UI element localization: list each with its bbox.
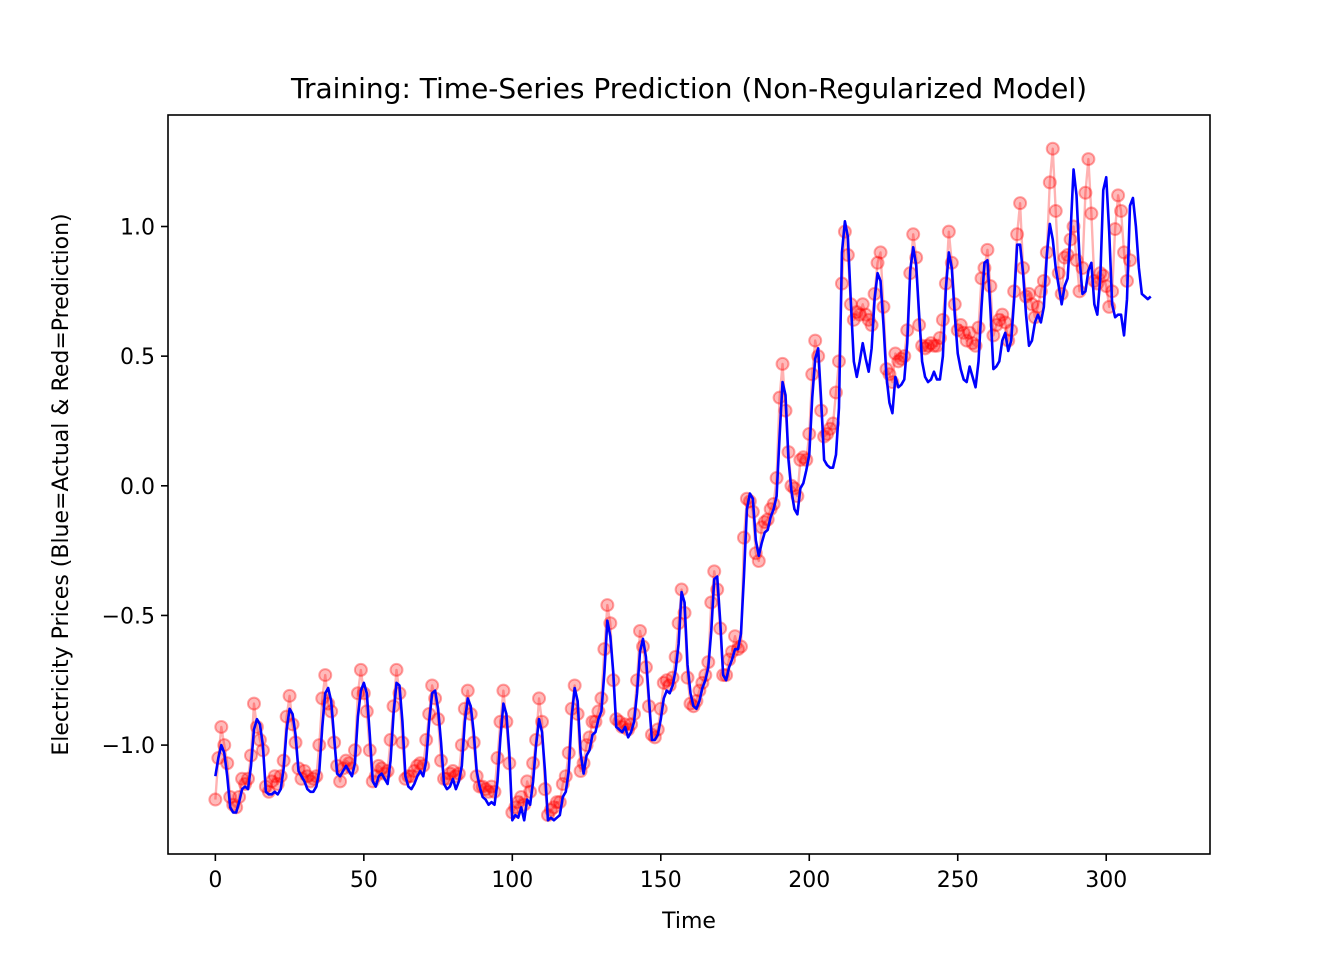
prediction-point bbox=[793, 452, 808, 467]
prediction-point bbox=[514, 789, 529, 804]
prediction-point bbox=[410, 758, 425, 773]
prediction-point bbox=[897, 349, 912, 364]
x-tick-label: 0 bbox=[208, 868, 222, 893]
y-tick-label: −0.5 bbox=[102, 604, 155, 629]
prediction-point bbox=[906, 227, 921, 242]
prediction-point bbox=[481, 784, 496, 799]
y-tick-label: 0.0 bbox=[120, 475, 155, 500]
prediction-point bbox=[1048, 203, 1063, 218]
prediction-point bbox=[941, 224, 956, 239]
prediction-point bbox=[1117, 245, 1132, 260]
prediction-point bbox=[656, 675, 671, 690]
prediction-point bbox=[1084, 206, 1099, 221]
prediction-point bbox=[445, 764, 460, 779]
prediction-point bbox=[772, 390, 787, 405]
prediction-point bbox=[1013, 196, 1028, 211]
prediction-point bbox=[1042, 175, 1057, 190]
prediction-point bbox=[552, 795, 567, 810]
prediction-point bbox=[707, 564, 722, 579]
prediction-point bbox=[808, 333, 823, 348]
x-axis-label: Time bbox=[661, 909, 716, 934]
y-tick-label: −1.0 bbox=[102, 734, 155, 759]
x-tick-label: 150 bbox=[640, 868, 682, 893]
prediction-point bbox=[992, 312, 1007, 327]
prediction-point bbox=[425, 678, 440, 693]
prediction-point bbox=[558, 769, 573, 784]
prediction-point bbox=[888, 346, 903, 361]
prediction-point bbox=[1081, 152, 1096, 167]
prediction-point bbox=[312, 738, 327, 753]
prediction-point bbox=[995, 307, 1010, 322]
prediction-point bbox=[318, 668, 333, 683]
prediction-point bbox=[805, 367, 820, 382]
prediction-point bbox=[208, 792, 223, 807]
prediction-point bbox=[891, 354, 906, 369]
prediction-point bbox=[861, 312, 876, 327]
y-tick-label: 1.0 bbox=[120, 215, 155, 240]
prediction-point bbox=[532, 691, 547, 706]
prediction-point bbox=[1075, 260, 1090, 275]
x-tick-label: 250 bbox=[937, 868, 979, 893]
prediction-point bbox=[894, 351, 909, 366]
x-tick-label: 300 bbox=[1085, 868, 1127, 893]
prediction-point bbox=[1108, 222, 1123, 237]
prediction-point bbox=[852, 307, 867, 322]
prediction-point bbox=[1045, 141, 1060, 156]
y-axis-label: Electricity Prices (Blue=Actual & Red=Pr… bbox=[49, 213, 74, 755]
x-tick-label: 200 bbox=[788, 868, 830, 893]
prediction-point bbox=[246, 696, 261, 711]
prediction-point bbox=[1114, 203, 1129, 218]
prediction-point bbox=[267, 769, 282, 784]
x-tick-label: 50 bbox=[350, 868, 378, 893]
prediction-point bbox=[282, 688, 297, 703]
prediction-point bbox=[956, 325, 971, 340]
prediction-point bbox=[1111, 188, 1126, 203]
prediction-point bbox=[1078, 185, 1093, 200]
prediction-point bbox=[1122, 253, 1137, 268]
prediction-point bbox=[1051, 266, 1066, 281]
prediction-point bbox=[736, 530, 751, 545]
chart-title: Training: Time-Series Prediction (Non-Re… bbox=[290, 72, 1087, 105]
prediction-point bbox=[873, 245, 888, 260]
prediction-point bbox=[959, 333, 974, 348]
prediction-point bbox=[460, 683, 475, 698]
prediction-point bbox=[214, 719, 229, 734]
prediction-point bbox=[389, 662, 404, 677]
prediction-point bbox=[633, 624, 647, 638]
prediction-point bbox=[704, 595, 719, 610]
actual-series-line bbox=[214, 168, 1152, 822]
prediction-point bbox=[926, 338, 941, 353]
prediction-point bbox=[962, 325, 977, 340]
prediction-point bbox=[600, 598, 615, 613]
prediction-point bbox=[823, 421, 838, 436]
prediction-point bbox=[496, 683, 511, 698]
prediction-point bbox=[1010, 227, 1025, 242]
plot-area bbox=[208, 141, 1152, 823]
x-tick-label: 100 bbox=[491, 868, 533, 893]
prediction-point bbox=[775, 356, 790, 371]
prediction-point bbox=[858, 307, 873, 322]
y-tick-label: 0.5 bbox=[120, 345, 155, 370]
prediction-point bbox=[971, 320, 986, 335]
axes-frame bbox=[167, 114, 1211, 855]
prediction-point bbox=[733, 639, 748, 654]
axis-ticks: 0 50 100 150 200 250 300 −1.0 −0.5 0.0 0.5 1.0 bbox=[102, 215, 1128, 893]
prediction-point bbox=[924, 336, 939, 351]
prediction-point bbox=[870, 255, 885, 270]
prediction-point bbox=[935, 312, 950, 327]
prediction-point bbox=[353, 662, 368, 677]
prediction-point bbox=[980, 242, 995, 257]
prediction-point bbox=[855, 297, 870, 312]
